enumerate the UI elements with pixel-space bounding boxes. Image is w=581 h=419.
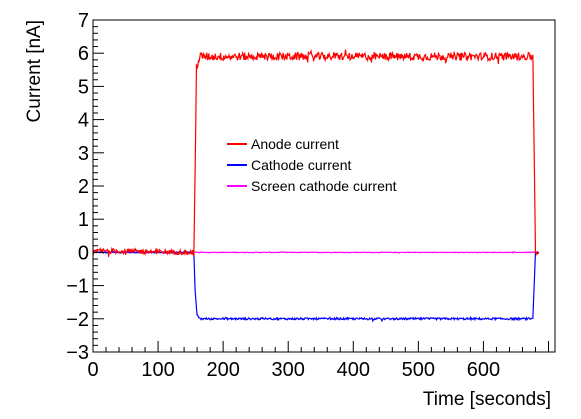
y-tick-label: 2 [78,176,89,198]
y-tick-label: 1 [78,209,89,231]
y-tick-label: 0 [78,242,89,264]
y-tick-label: 4 [78,110,89,132]
y-tick-label: −2 [66,309,89,331]
x-tick-label: 0 [87,359,98,381]
y-tick-label: −1 [66,276,89,298]
x-axis-title: Time [seconds] [423,389,551,410]
y-tick-label: 3 [78,143,89,165]
series-line-0 [92,48,540,257]
y-tick-label: 5 [78,76,89,98]
series-layer [92,48,540,323]
x-tick-label: 200 [206,359,239,381]
y-tick-label: 7 [78,10,89,32]
y-tick-label: −3 [66,342,89,364]
x-tick-label: 100 [141,359,174,381]
x-axis: 0 100 200 300 400 500 600 [87,341,549,381]
legend-label: Anode current [251,136,339,152]
legend-label: Cathode current [251,157,352,173]
x-tick-label: 500 [402,359,435,381]
legend-label: Screen cathode current [251,178,397,194]
series-line-1 [92,250,540,323]
y-axis: −3 −2 −1 0 1 2 3 4 5 6 7 [66,10,104,364]
legend: Anode current Cathode current Screen catho… [227,136,397,194]
y-tick-label: 6 [78,43,89,65]
x-tick-label: 400 [337,359,370,381]
x-tick-label: 600 [467,359,500,381]
y-axis-title: Current [nA] [24,20,45,122]
x-tick-label: 300 [272,359,305,381]
